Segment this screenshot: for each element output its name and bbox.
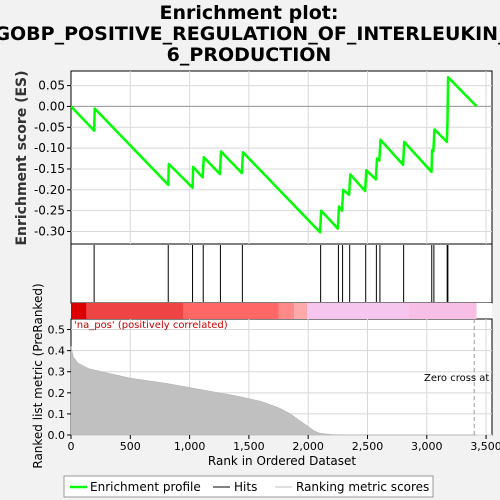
color-bar-segment	[278, 303, 294, 319]
color-bar-segment	[86, 303, 184, 319]
x-axis-label: Rank in Ordered Dataset	[208, 454, 356, 468]
rank-y-tick-label: 0.5	[48, 324, 66, 337]
rank-y-tick-label: 0.0	[48, 429, 66, 442]
es-y-tick-label: -0.15	[34, 162, 65, 176]
es-y-tick-label: 0.05	[38, 79, 65, 93]
es-y-tick-label: -0.05	[34, 120, 65, 134]
rank-y-tick-label: 0.1	[48, 408, 66, 421]
x-tick-label: 2,000	[292, 440, 324, 453]
title-line-1: Enrichment plot:	[160, 2, 339, 24]
legend: Enrichment profile Hits Ranking metric s…	[63, 475, 434, 498]
legend-label-ranking: Ranking metric scores	[296, 480, 429, 494]
x-tick-label: 0	[68, 440, 75, 453]
rank-y-axis-label: Ranked list metric (PreRanked)	[31, 283, 45, 468]
color-bar-segment	[183, 303, 279, 319]
hit-markers	[93, 245, 449, 302]
rank-y-axis-ticks: 0.0 0.1 0.2 0.3 0.4 0.5	[48, 324, 71, 442]
enrichment-profile-line	[70, 76, 478, 234]
x-tick-label: 3,500	[470, 440, 500, 453]
x-axis-ticks: 0 500 1,000 1,500 2,000 2,500 3,000 3,500	[68, 435, 500, 453]
na-pos-annotation: 'na_pos' (positively correlated)	[74, 320, 228, 331]
title-line-3: 6_PRODUCTION	[167, 44, 332, 66]
legend-box	[63, 475, 434, 498]
legend-label-enrichment: Enrichment profile	[90, 480, 201, 494]
x-tick-label: 2,500	[352, 440, 384, 453]
x-tick-label: 1,500	[233, 440, 265, 453]
chart-title: Enrichment plot: GOBP_POSITIVE_REGULATIO…	[0, 2, 500, 66]
color-bar-segment	[293, 303, 307, 319]
x-tick-label: 3,000	[411, 440, 443, 453]
ranking-metric-area	[70, 346, 477, 436]
hits-panel	[70, 243, 493, 304]
rank-color-bar	[71, 303, 477, 319]
rank-y-tick-label: 0.3	[48, 366, 66, 379]
es-panel	[70, 70, 493, 245]
rank-y-tick-label: 0.4	[48, 345, 66, 358]
color-bar-segment	[408, 303, 477, 319]
es-y-axis-ticks: 0.05 0.00 -0.05 -0.10 -0.15 -0.20 -0.25 -0.30	[34, 79, 71, 238]
color-bar-segment	[306, 303, 409, 319]
rank-y-tick-label: 0.2	[48, 387, 66, 400]
legend-label-hits: Hits	[234, 480, 257, 494]
x-tick-label: 1,000	[174, 440, 206, 453]
color-bar-segment	[71, 303, 87, 319]
title-line-2: GOBP_POSITIVE_REGULATION_OF_INTERLEUKIN_	[0, 23, 500, 45]
es-y-tick-label: -0.20	[34, 183, 65, 197]
es-y-tick-label: 0.00	[38, 99, 65, 113]
es-y-tick-label: -0.10	[34, 141, 65, 155]
zero-cross-annotation: Zero cross at	[424, 373, 489, 384]
x-tick-label: 500	[120, 440, 141, 453]
es-y-tick-label: -0.25	[34, 204, 65, 218]
es-y-axis-label: Enrichment score (ES)	[14, 70, 30, 245]
es-y-tick-label: -0.30	[34, 224, 65, 238]
